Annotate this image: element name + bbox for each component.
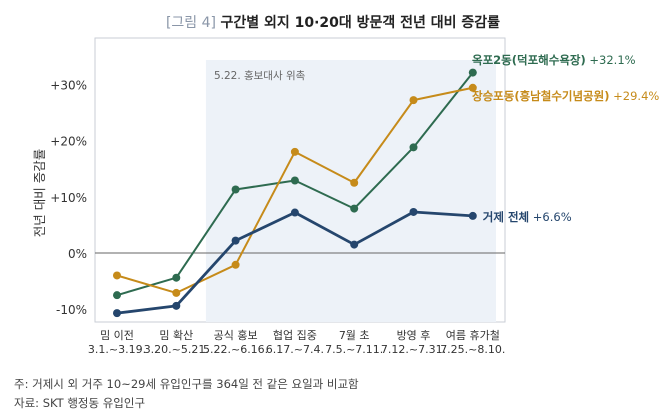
series-point-1 (409, 143, 418, 152)
x-tick-label: 협업 집중 (273, 329, 317, 342)
series-point-1 (113, 291, 121, 300)
x-tick-range: 6.17.~7.4. (266, 343, 324, 356)
series-point-2 (350, 178, 359, 187)
x-tick-range: 7.25.~8.10. (440, 343, 505, 356)
series-point-3 (350, 240, 359, 249)
series-point-1 (172, 273, 181, 282)
series-point-3 (231, 236, 240, 245)
y-tick-label: -10% (56, 303, 87, 317)
x-tick-range: 7.5.~7.11. (325, 343, 383, 356)
chart-title: [그림 4] 구간별 외지 10·20대 방문객 전년 대비 증감률 (0, 12, 666, 32)
x-tick-range: 3.1.~3.19. (88, 343, 146, 356)
x-tick-label: 여름 휴가철 (446, 329, 500, 342)
series-point-2 (290, 147, 299, 156)
series-end-value: +32.1% (586, 53, 636, 67)
series-name: 장승포동(흥남철수기념공원) (472, 89, 609, 103)
series-end-label-1: 옥포2동(덕포해수욕장) +32.1% (472, 53, 636, 67)
y-tick-label: 0% (68, 247, 87, 261)
x-tick-range: 3.20.~5.21. (144, 343, 209, 356)
x-tick-label: 밈 이전 (100, 329, 134, 342)
footnote-source: 자료: SKT 행정동 유입인구 (14, 396, 146, 410)
series-point-3 (290, 208, 299, 217)
series-point-3 (409, 207, 418, 216)
series-point-1 (290, 176, 299, 185)
series-point-3 (172, 301, 181, 310)
series-point-2 (409, 96, 418, 105)
series-point-2 (113, 271, 121, 280)
series-point-2 (231, 260, 240, 269)
x-tick-label: 방영 후 (397, 329, 431, 342)
x-tick-range: 5.22.~6.16. (203, 343, 268, 356)
y-axis-label: 전년 대비 증감률 (32, 149, 47, 237)
series-point-1 (350, 204, 359, 213)
footnote-note: 주: 거제시 외 거주 10~29세 유입인구를 364일 전 같은 요일과 비… (14, 377, 359, 391)
y-tick-label: +20% (50, 135, 87, 149)
figure-tag: [그림 4] (165, 15, 216, 31)
series-name: 거제 전체 (483, 210, 529, 224)
series-end-value: +6.6% (529, 210, 572, 224)
series-name: 옥포2동(덕포해수욕장) (472, 53, 586, 67)
x-tick-range: 7.12.~7.31. (381, 343, 446, 356)
shaded-period-label: 5.22. 홍보대사 위촉 (214, 69, 306, 82)
series-point-2 (172, 288, 181, 297)
x-tick-label: 밈 확산 (159, 329, 193, 342)
series-end-value: +29.4% (609, 89, 659, 103)
x-tick-label: 7월 초 (339, 329, 370, 342)
series-point-1 (468, 68, 477, 77)
y-tick-label: +30% (50, 78, 87, 92)
series-end-label-2: 장승포동(흥남철수기념공원) +29.4% (472, 89, 659, 103)
series-point-1 (231, 185, 240, 194)
x-tick-label: 공식 홍보 (214, 328, 258, 342)
series-point-3 (113, 309, 121, 318)
series-point-3 (468, 211, 477, 220)
series-point-2 (468, 83, 477, 92)
figure-title: 구간별 외지 10·20대 방문객 전년 대비 증감률 (220, 15, 501, 31)
y-tick-label: +10% (50, 191, 87, 205)
series-end-label-3: 거제 전체 +6.6% (483, 210, 572, 224)
